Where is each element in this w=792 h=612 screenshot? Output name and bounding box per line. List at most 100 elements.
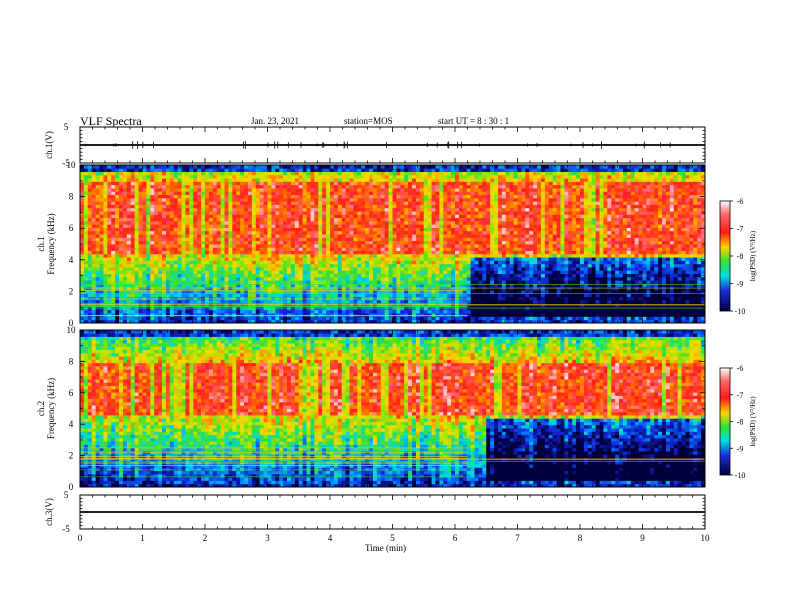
spectrogram-cell	[142, 191, 147, 196]
spectrogram-cell	[427, 257, 432, 261]
spectrogram-cell	[189, 184, 194, 189]
spectrogram-cell	[240, 207, 245, 212]
spectrogram-cell	[240, 290, 245, 294]
spectrogram-cell	[212, 257, 218, 261]
spectrogram-cell	[142, 250, 147, 255]
spectrogram-cell	[251, 224, 257, 228]
spectrogram-cell	[122, 204, 128, 209]
spectrogram-cell	[232, 309, 237, 314]
spectrogram-cell	[455, 234, 460, 238]
spectrogram-cell	[341, 263, 347, 268]
spectrogram-cell	[119, 316, 124, 321]
spectrogram-cell	[247, 168, 253, 172]
spectrogram-cell	[185, 313, 190, 317]
spectrogram-cell	[361, 204, 366, 209]
spectrogram-cell	[447, 201, 452, 205]
spectrogram-cell	[290, 319, 296, 324]
spectrogram-cell	[369, 306, 374, 311]
spectrogram-cell	[146, 244, 151, 248]
spectrogram-cell	[236, 316, 241, 321]
spectrogram-cell	[255, 234, 261, 238]
spectrogram-cell	[205, 290, 210, 294]
spectrogram-cell	[165, 201, 171, 205]
spectrogram-cell	[119, 283, 124, 288]
spectrogram-cell	[318, 174, 323, 179]
spectrogram-cell	[279, 204, 284, 209]
spectrogram-cell	[388, 188, 393, 192]
spectrogram-cell	[169, 260, 175, 265]
spectrogram-cell	[408, 165, 413, 169]
spectrogram-cell	[369, 273, 374, 278]
spectrogram-cell	[119, 197, 124, 202]
spectrogram-cell	[146, 188, 151, 192]
spectrogram-cell	[470, 306, 475, 311]
spectrogram-cell	[349, 244, 354, 248]
spectrogram-cell	[162, 174, 167, 179]
spectrogram-cell	[185, 184, 190, 189]
spectrogram-cell	[287, 293, 292, 298]
spectrogram-cell	[197, 316, 202, 321]
spectrogram-cell	[345, 178, 350, 182]
spectrogram-cell	[185, 267, 190, 271]
spectrogram-cell	[130, 178, 136, 182]
spectrogram-cell	[162, 319, 167, 324]
spectrogram-cell	[396, 276, 401, 281]
spectrogram-cell	[232, 319, 237, 324]
spectrogram-cell	[318, 267, 323, 271]
spectrogram-cell	[290, 263, 296, 268]
spectrogram-cell	[396, 270, 401, 275]
spectrogram-cell	[134, 237, 139, 242]
spectrogram-cell	[326, 299, 331, 304]
spectrogram-cell	[216, 253, 222, 258]
spectrogram-cell	[267, 214, 272, 219]
spectrogram-cell	[341, 224, 347, 228]
spectrogram-cell	[193, 273, 198, 278]
spectrogram-cell	[447, 313, 452, 317]
spectrogram-cell	[314, 168, 319, 172]
spectrogram-cell	[107, 260, 112, 265]
spectrogram-cell	[372, 296, 378, 301]
spectrogram-cell	[263, 244, 268, 248]
spectrogram-cell	[119, 220, 124, 225]
spectrogram-cell	[80, 286, 85, 291]
spectrogram-cell	[427, 283, 432, 288]
spectrogram-cell	[345, 207, 350, 212]
spectrogram-cell	[290, 296, 296, 301]
spectrogram-cell	[130, 194, 136, 199]
spectrogram-cell	[306, 309, 311, 314]
spectrogram-cell	[357, 234, 362, 238]
spectrogram-cell	[287, 250, 292, 255]
spectrogram-cell	[185, 319, 190, 324]
spectrogram-cell	[369, 217, 374, 222]
spectrogram-cell	[228, 178, 233, 182]
spectrogram-cell	[240, 313, 245, 317]
spectrogram-cell	[431, 319, 436, 324]
spectrogram-cell	[275, 171, 280, 176]
spectrogram-cell	[388, 296, 393, 301]
spectrogram-cell	[439, 293, 444, 298]
spectrogram-cell	[451, 319, 456, 324]
spectrogram-cell	[263, 290, 268, 294]
spectrogram-cell	[240, 171, 245, 176]
spectrogram-cell	[275, 211, 280, 215]
spectrogram-cell	[396, 220, 401, 225]
spectrogram-cell	[244, 184, 249, 189]
spectrogram-cell	[435, 204, 440, 209]
spectrogram-cell	[294, 220, 300, 225]
spectrogram-cell	[470, 257, 475, 261]
spectrogram-cell	[201, 224, 206, 228]
spectrogram-cell	[185, 201, 190, 205]
spectrogram-cell	[333, 319, 339, 324]
spectrogram-cell	[142, 234, 147, 238]
spectrogram-cell	[412, 217, 417, 222]
spectrogram-cell	[400, 260, 405, 265]
spectrogram-cell	[165, 290, 171, 294]
spectrogram-cell	[353, 273, 358, 278]
spectrogram-cell	[244, 191, 249, 196]
spectrogram-cell	[380, 270, 386, 275]
spectrogram-cell	[431, 217, 436, 222]
spectrogram-cell	[259, 250, 264, 255]
spectrogram-cell	[306, 260, 311, 265]
spectrogram-cell	[455, 276, 460, 281]
spectrogram-cell	[251, 181, 257, 186]
